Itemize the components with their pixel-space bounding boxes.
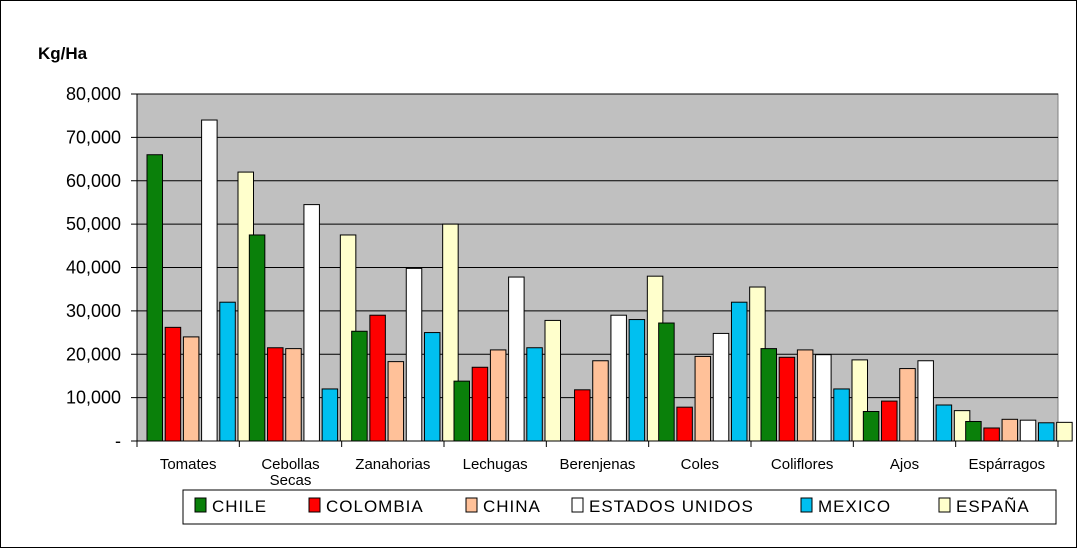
y-tick-label: 20,000 xyxy=(66,344,121,364)
y-tick-label: 60,000 xyxy=(66,171,121,191)
bar-mexico xyxy=(628,319,646,442)
x-tick-label: Coles xyxy=(681,456,719,473)
bar-colombia xyxy=(267,347,284,442)
bar-mexico xyxy=(526,347,543,442)
bar-colombia xyxy=(574,389,591,442)
legend-label: ESPAÑA xyxy=(956,497,1030,516)
bar-china xyxy=(694,355,712,442)
legend-swatch xyxy=(465,497,478,513)
x-tick-label: Lechugas xyxy=(463,456,528,473)
x-tick-label: Secas xyxy=(270,472,312,489)
legend-label: CHILE xyxy=(212,497,267,516)
bar-mexico xyxy=(1037,422,1055,442)
bar-china xyxy=(899,368,916,442)
x-tick-label: Cebollas xyxy=(261,456,319,473)
bar-chile xyxy=(351,330,368,442)
bar-chile xyxy=(658,322,675,442)
bar-colombia xyxy=(471,366,489,442)
bar-mexico xyxy=(321,388,339,442)
y-tick-label: 80,000 xyxy=(66,84,121,104)
bar-mexico xyxy=(219,301,236,442)
bar-chile xyxy=(760,348,777,442)
legend-swatch xyxy=(938,497,951,513)
bar-colombia xyxy=(881,400,898,442)
bar-españa xyxy=(1056,421,1073,442)
bar-estados-unidos xyxy=(508,276,525,442)
x-tick-label: Ajos xyxy=(890,456,919,473)
y-tick-label: 30,000 xyxy=(66,301,121,321)
legend-swatch xyxy=(194,497,207,513)
bar-españa xyxy=(544,319,561,442)
x-tick-label: Berenjenas xyxy=(560,456,636,473)
bar-mexico xyxy=(935,404,953,442)
bar-mexico xyxy=(833,388,850,442)
bar-estados-unidos xyxy=(815,354,832,442)
legend-label: COLOMBIA xyxy=(326,497,424,516)
bar-estados-unidos xyxy=(303,204,320,442)
bar-estados-unidos xyxy=(1019,419,1037,442)
bar-colombia xyxy=(164,326,182,442)
bar-chile xyxy=(965,420,982,442)
legend-label: MEXICO xyxy=(818,497,891,516)
bar-estados-unidos xyxy=(201,119,218,442)
bar-mexico xyxy=(423,332,441,442)
legend-swatch xyxy=(800,497,813,513)
y-tick-label: 10,000 xyxy=(66,388,121,408)
bar-colombia xyxy=(778,356,796,442)
bar-colombia xyxy=(983,427,1000,442)
bar-chile xyxy=(248,234,266,442)
bar-china xyxy=(182,336,200,442)
bar-colombia xyxy=(676,406,693,442)
y-tick-label: - xyxy=(115,431,121,451)
bar-mexico xyxy=(730,301,748,442)
x-tick-label: Zanahorias xyxy=(355,456,430,473)
legend-box xyxy=(182,489,1057,525)
bar-estados-unidos xyxy=(610,314,627,442)
legend-label: CHINA xyxy=(483,497,541,516)
bar-china xyxy=(489,349,507,442)
x-tick-label: Coliflores xyxy=(771,456,834,473)
bar-colombia xyxy=(369,314,386,442)
y-tick-label: 40,000 xyxy=(66,258,121,278)
y-tick-label: 50,000 xyxy=(66,214,121,234)
bar-chile xyxy=(862,411,880,442)
bar-china xyxy=(796,349,814,442)
bar-china xyxy=(387,361,405,442)
legend-swatch xyxy=(308,497,321,513)
bar-chile xyxy=(453,380,470,442)
legend-label: ESTADOS UNIDOS xyxy=(589,497,754,516)
bar-china xyxy=(285,348,302,442)
y-axis-label: Kg/Ha xyxy=(38,44,88,63)
bar-estados-unidos xyxy=(712,332,730,442)
legend-swatch xyxy=(571,497,584,513)
bar-china xyxy=(1001,418,1019,442)
y-tick-label: 70,000 xyxy=(66,127,121,147)
bar-estados-unidos xyxy=(917,360,934,442)
bar-chile xyxy=(146,154,163,442)
x-tick-label: Tomates xyxy=(160,456,217,473)
bar-estados-unidos xyxy=(405,267,423,442)
bar-china xyxy=(592,360,609,442)
x-tick-label: Espárragos xyxy=(968,456,1045,473)
